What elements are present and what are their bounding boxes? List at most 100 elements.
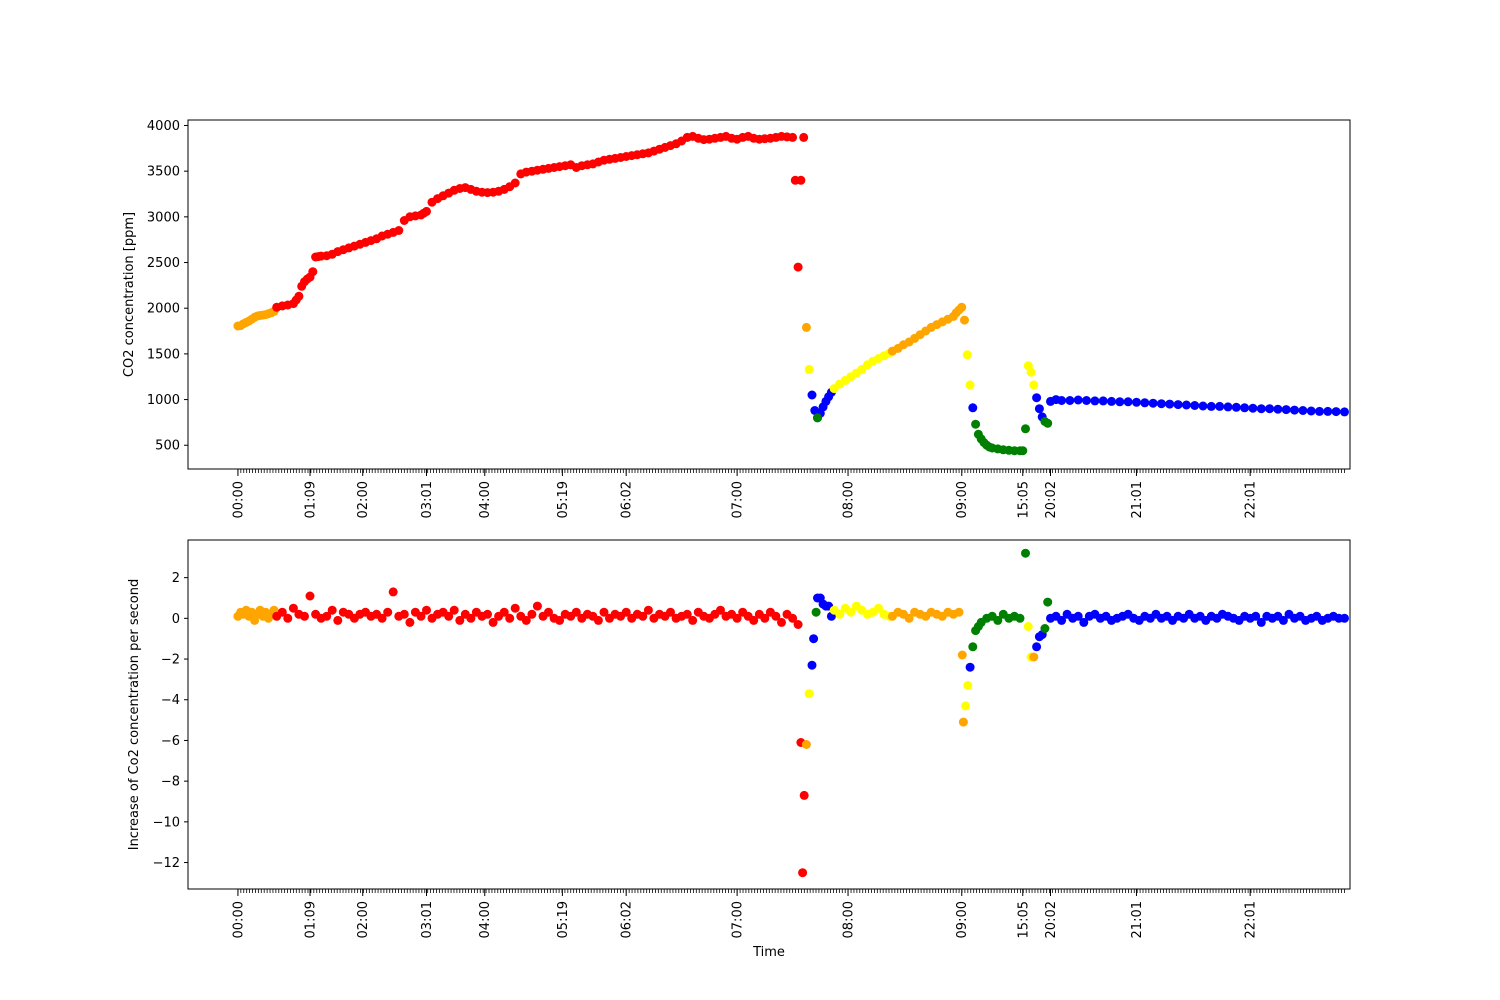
data-point	[1306, 406, 1316, 416]
data-point	[1043, 418, 1053, 428]
data-point	[846, 607, 856, 617]
y-tick-label: −10	[153, 815, 180, 830]
data-point	[305, 591, 315, 601]
data-point	[1115, 397, 1125, 407]
data-point	[488, 617, 498, 627]
data-point	[961, 701, 971, 711]
data-point	[811, 607, 821, 617]
y-tick-label: −8	[161, 775, 180, 790]
data-point	[682, 609, 692, 619]
x-tick-label: 08:00	[842, 901, 857, 938]
data-point	[1165, 399, 1175, 409]
x-tick-label: 20:02	[1044, 481, 1059, 518]
data-point	[965, 662, 975, 672]
data-point	[308, 267, 318, 277]
x-tick-label: 20:02	[1044, 901, 1059, 938]
x-tick-label: 03:01	[420, 481, 435, 518]
data-point	[965, 380, 975, 390]
data-point	[813, 413, 822, 423]
data-point	[527, 609, 537, 619]
data-point	[958, 717, 968, 727]
data-point	[1034, 404, 1044, 414]
data-point	[968, 642, 978, 652]
data-point	[799, 790, 809, 800]
data-point	[1340, 613, 1349, 623]
data-point	[643, 605, 653, 615]
x-tick-label: 08:00	[842, 481, 857, 518]
x-tick-label: 22:01	[1244, 901, 1259, 938]
x-tick-label: 00:00	[231, 481, 246, 518]
data-point	[1251, 611, 1261, 621]
data-point	[1073, 395, 1083, 405]
data-point	[294, 291, 304, 301]
data-point	[963, 681, 973, 690]
data-point	[835, 609, 845, 619]
data-point	[993, 615, 1003, 625]
data-point	[962, 350, 972, 360]
data-point	[1043, 597, 1053, 607]
data-point	[1123, 397, 1133, 407]
data-point	[968, 403, 978, 413]
y-tick-label: 1000	[147, 393, 180, 408]
data-point	[1173, 400, 1183, 410]
x-minor-ticks	[237, 469, 1345, 473]
data-point	[1029, 652, 1039, 662]
data-point	[1021, 424, 1030, 434]
x-axis-label: Time	[752, 945, 785, 960]
data-point	[666, 607, 675, 617]
data-point	[960, 315, 969, 325]
data-point	[1057, 396, 1067, 405]
x-axis: 00:00 01:09 02:00 03:01 04:00 05:19 06:02 07:00…	[231, 469, 1259, 518]
x-tick-label: 09:00	[955, 481, 970, 518]
y-axis: 500 1000 1500 2000 2500 3000 3500 4000	[147, 119, 188, 454]
data-point	[1298, 406, 1308, 415]
data-point	[1248, 403, 1258, 413]
data-point	[798, 868, 808, 878]
data-point	[405, 617, 415, 627]
data-point	[716, 605, 725, 615]
data-point	[1098, 396, 1108, 406]
data-point	[1018, 446, 1028, 456]
y-tick-label: 500	[155, 439, 180, 454]
y-tick-label: 2500	[147, 256, 180, 271]
data-point	[1029, 380, 1039, 390]
data-point	[416, 611, 426, 621]
data-point	[388, 587, 398, 597]
data-point	[1032, 393, 1042, 403]
data-point	[1256, 617, 1266, 627]
x-tick-label: 06:02	[620, 481, 635, 518]
x-tick-label: 06:02	[620, 901, 635, 938]
data-point	[1256, 404, 1266, 414]
y-tick-label: −6	[161, 734, 180, 749]
data-point	[749, 615, 759, 625]
data-point	[874, 603, 883, 613]
data-point	[971, 419, 981, 429]
data-point	[1090, 396, 1100, 406]
y-axis-label: Increase of Co2 concentration per second	[127, 579, 142, 851]
data-point	[1057, 615, 1067, 625]
data-point	[544, 607, 553, 617]
data-point	[1079, 617, 1089, 627]
data-point	[1223, 402, 1233, 412]
data-point	[277, 607, 287, 617]
data-point	[1278, 615, 1288, 625]
data-point	[799, 132, 809, 142]
data-point	[1273, 404, 1283, 414]
data-point	[510, 603, 520, 613]
y-tick-label: 2000	[147, 302, 180, 317]
x-tick-label: 05:19	[556, 481, 571, 518]
y-tick-label: 3500	[147, 165, 180, 180]
data-points	[233, 131, 1349, 456]
y-tick-label: −2	[161, 653, 180, 668]
x-tick-label: 15:05	[1016, 481, 1031, 518]
data-point	[571, 607, 581, 617]
data-point	[593, 615, 603, 625]
data-point	[1040, 624, 1050, 633]
x-tick-label: 15:05	[1016, 901, 1031, 938]
data-point	[1190, 401, 1200, 410]
data-point	[904, 613, 914, 623]
data-point	[288, 603, 298, 613]
data-points	[233, 548, 1349, 878]
y-tick-label: −12	[153, 856, 180, 871]
